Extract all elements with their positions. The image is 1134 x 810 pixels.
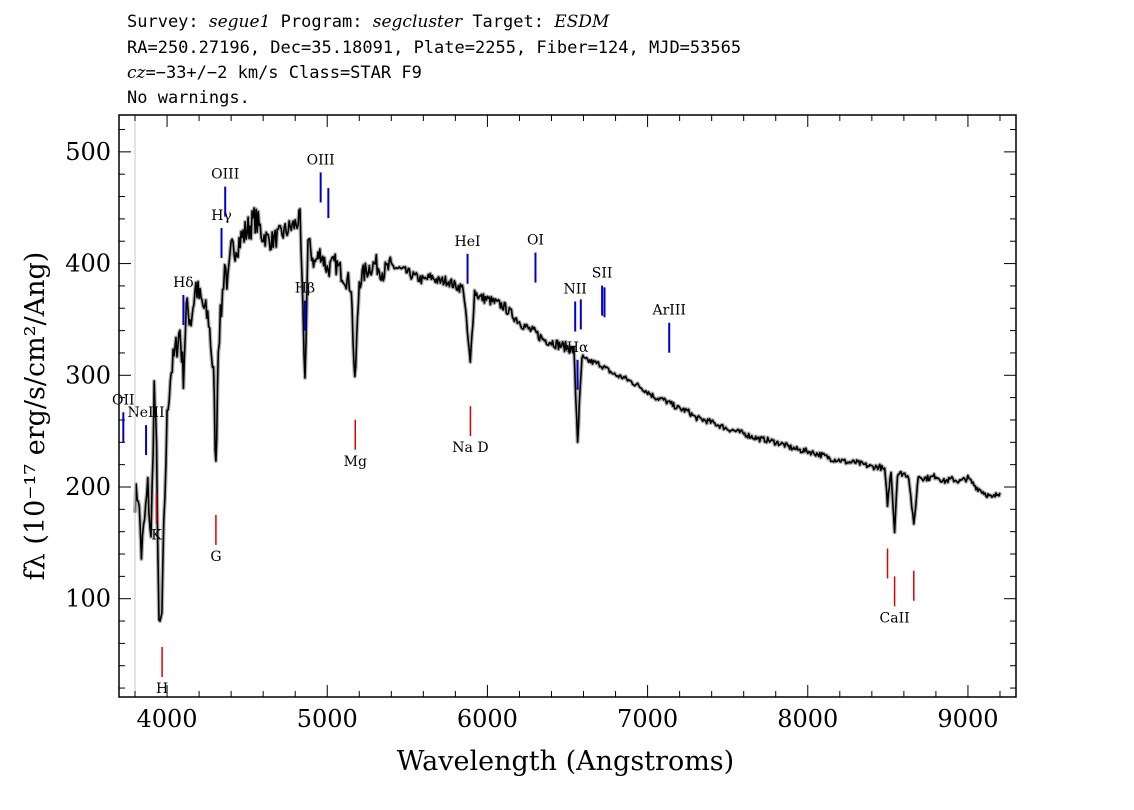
y-axis-title: fλ (10⁻¹⁷ erg/s/cm²/Ang) xyxy=(20,252,51,581)
emission-line-label: Hδ xyxy=(173,275,194,291)
y-tick-label: 100 xyxy=(65,585,111,613)
header-line-2: RA=250.27196, Dec=35.18091, Plate=2255, … xyxy=(127,38,742,58)
x-tick-label: 6000 xyxy=(457,705,518,733)
x-tick-label: 5000 xyxy=(297,705,358,733)
x-tick-label: 4000 xyxy=(137,705,198,733)
x-axis-title: Wavelength (Angstroms) xyxy=(397,746,734,777)
cz-value: =−33+/−2 km/s Class=STAR F9 xyxy=(145,63,422,83)
header-line-4: No warnings. xyxy=(127,88,250,108)
emission-line-label: ArIII xyxy=(652,303,686,319)
axes-layer: 4000 5000 6000 7000 8000 9000 100 200 300 400 500 W… xyxy=(20,115,1016,777)
emission-line-label: OII xyxy=(112,392,135,408)
emission-line-label: SII xyxy=(592,266,613,282)
y-tick-label: 300 xyxy=(65,361,111,389)
absorption-line-label: H xyxy=(156,681,168,697)
y-tick-label: 500 xyxy=(65,138,111,166)
cz-label: cz xyxy=(127,63,146,83)
error-band xyxy=(133,206,1002,624)
absorption-line-label: G xyxy=(210,549,221,565)
header-line-1: Survey: segue1 Program: segcluster Targe… xyxy=(127,12,610,32)
emission-line-label: OIII xyxy=(211,167,239,183)
target-name: ESDM xyxy=(554,12,610,32)
emission-line-label: Hγ xyxy=(211,208,232,224)
program-name: segcluster xyxy=(372,12,463,32)
emission-line-label: NII xyxy=(564,282,587,298)
x-tick-label: 7000 xyxy=(617,705,678,733)
emission-line-label: Hα xyxy=(567,340,589,356)
emission-line-label: OI xyxy=(527,233,544,249)
absorption-line-label: CaII xyxy=(880,610,910,626)
survey-name: segue1 xyxy=(208,12,271,32)
y-tick-label: 200 xyxy=(65,473,111,501)
emission-line-label: Hβ xyxy=(295,281,315,297)
spectrum-line xyxy=(134,207,1001,622)
x-tick-label: 8000 xyxy=(777,705,838,733)
absorption-line-label: Na D xyxy=(452,440,488,456)
absorption-line-label: K xyxy=(151,528,162,544)
spectrum-layer xyxy=(133,206,1002,624)
plot-frame xyxy=(118,114,1017,698)
absorption-line-label: Mg xyxy=(344,454,367,470)
x-tick-label: 9000 xyxy=(937,705,998,733)
emission-line-label: OIII xyxy=(307,152,335,168)
y-tick-label: 400 xyxy=(65,250,111,278)
header-line-3: cz=−33+/−2 km/s Class=STAR F9 xyxy=(127,63,422,83)
emission-line-label: NeIII xyxy=(127,405,164,421)
emission-line-label: HeI xyxy=(455,234,481,250)
